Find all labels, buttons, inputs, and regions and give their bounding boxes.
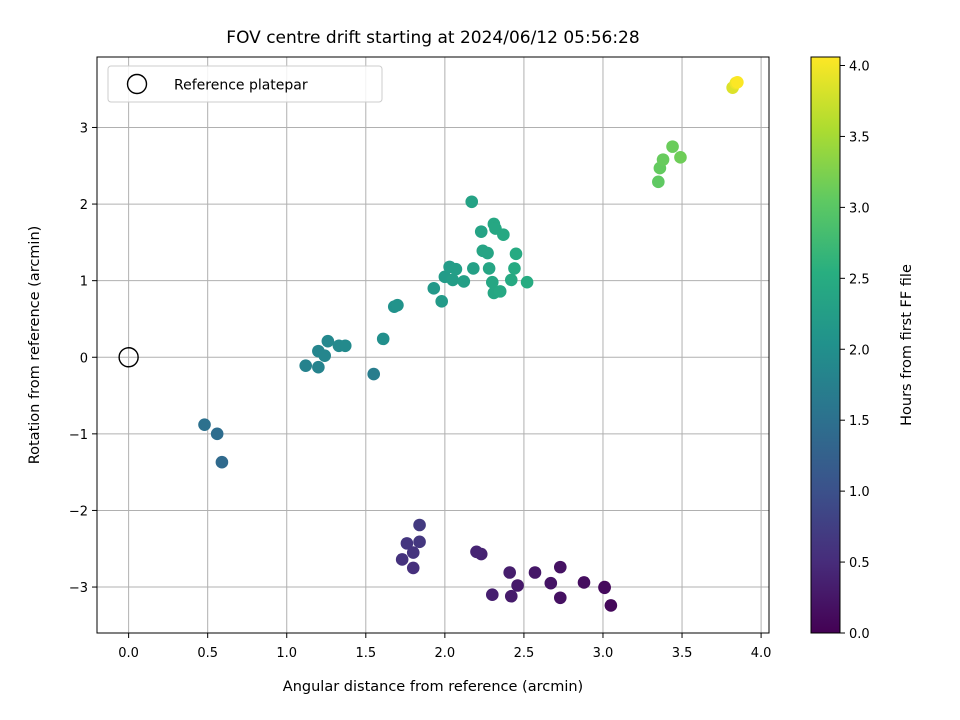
scatter-point	[674, 151, 687, 164]
legend-marker	[126, 73, 148, 95]
y-tick-label: 3	[80, 121, 88, 136]
scatter-point	[367, 367, 381, 381]
scatter-point	[485, 588, 499, 602]
scatter-point	[406, 546, 420, 559]
scatter-point	[427, 282, 441, 295]
scatter-point	[376, 332, 390, 346]
scatter-point	[520, 275, 534, 289]
scatter-point	[391, 298, 404, 312]
legend: Reference platepar	[107, 65, 383, 103]
scatter-point	[482, 262, 496, 275]
scatter-point	[544, 576, 558, 590]
scatter-point	[210, 427, 224, 441]
x-tick-label: 4.0	[751, 646, 772, 661]
colorbar-tick-label: 3.0	[849, 201, 870, 216]
x-tick-label: 1.5	[355, 646, 376, 661]
scatter-point	[449, 262, 463, 276]
y-tick-label: 1	[80, 275, 88, 290]
scatter-point	[511, 579, 524, 592]
scatter-point	[504, 589, 518, 603]
colorbar: 0.0 0.5 1.0 1.5 2.0 2.5 3.0 3.5 4.0 Hours from f…	[810, 56, 915, 642]
scatter-point	[215, 455, 229, 469]
x-tick-label: 0.0	[118, 646, 139, 661]
x-tick-label: 1.0	[276, 646, 297, 661]
scatter-point	[198, 418, 211, 431]
scatter-point	[435, 295, 448, 308]
y-tick-label: −2	[69, 504, 88, 519]
x-tick-label: 2.5	[514, 646, 535, 661]
x-tick-label: 0.5	[197, 646, 218, 661]
y-axis-title: Rotation from reference (arcmin)	[27, 226, 43, 465]
scatter-point	[338, 339, 352, 353]
scatter-point	[470, 545, 483, 559]
scatter-point	[493, 285, 507, 298]
reference-marker-layer	[118, 347, 139, 368]
scatter-point	[497, 228, 510, 242]
scatter-point	[598, 581, 611, 595]
x-tick-label: 2.0	[435, 646, 456, 661]
scatter-point	[395, 553, 409, 566]
scatter-point	[413, 535, 426, 549]
scatter-point	[406, 561, 420, 575]
scatter-point	[731, 75, 744, 89]
reference-marker	[118, 347, 139, 368]
colorbar-ticks: 0.0 0.5 1.0 1.5 2.0 2.5 3.0 3.5 4.0	[840, 60, 870, 642]
scatter-point	[553, 560, 567, 574]
scatter-point	[318, 349, 331, 363]
colorbar-tick-label: 0.5	[849, 556, 870, 571]
scatter-point	[413, 518, 426, 532]
scatter-point	[656, 153, 670, 166]
scatter-point	[481, 246, 494, 260]
y-tick-label: −1	[69, 428, 88, 443]
scatter-point	[400, 537, 414, 550]
colorbar-tick-label: 1.0	[849, 485, 870, 500]
scatter-point	[652, 175, 665, 189]
y-tick-label: 0	[80, 351, 88, 366]
x-tick-label: 3.5	[672, 646, 693, 661]
scatter-point	[666, 140, 679, 153]
colorbar-tick-label: 1.5	[849, 414, 870, 429]
legend-label: Reference platepar	[174, 78, 308, 94]
colorbar-tick-label: 4.0	[849, 60, 870, 75]
colorbar-gradient	[810, 56, 841, 634]
scatter-point	[465, 195, 479, 209]
scatter-point	[299, 359, 313, 372]
scatter-point	[485, 275, 499, 289]
y-axis-ticks: −3 −2 −1 0 1 2 3	[69, 121, 97, 596]
grid	[97, 57, 769, 633]
scatter-point	[446, 273, 460, 287]
scatter-point	[503, 566, 516, 579]
scatter-point	[474, 225, 488, 238]
scatter-point	[577, 576, 591, 589]
scatter-point	[467, 262, 480, 275]
x-axis-title: Angular distance from reference (arcmin)	[283, 679, 583, 695]
scatter-point	[553, 591, 567, 605]
legend-box	[107, 65, 383, 103]
y-tick-label: −3	[69, 581, 88, 596]
plot-frame	[96, 56, 770, 634]
scatter-point	[508, 262, 521, 275]
colorbar-tick-label: 2.0	[849, 343, 870, 358]
x-tick-label: 3.0	[593, 646, 614, 661]
scatter-points	[198, 75, 744, 612]
colorbar-tick-label: 2.5	[849, 272, 870, 287]
scatter-point	[528, 566, 542, 579]
chart-title: FOV centre drift starting at 2024/06/12 …	[226, 28, 639, 48]
colorbar-tick-label: 0.0	[849, 627, 870, 642]
scatter-point	[321, 334, 335, 348]
colorbar-tick-label: 3.5	[849, 130, 870, 145]
scatter-point	[509, 247, 523, 261]
y-tick-label: 2	[80, 198, 88, 213]
x-axis-ticks: 0.0 0.5 1.0 1.5 2.0 2.5 3.0 3.5 4.0	[118, 633, 771, 661]
scatter-point	[457, 275, 471, 288]
scatter-point	[604, 599, 618, 612]
colorbar-title: Hours from first FF file	[899, 264, 915, 426]
scatter-point	[312, 360, 325, 374]
scatter-point	[504, 273, 518, 287]
